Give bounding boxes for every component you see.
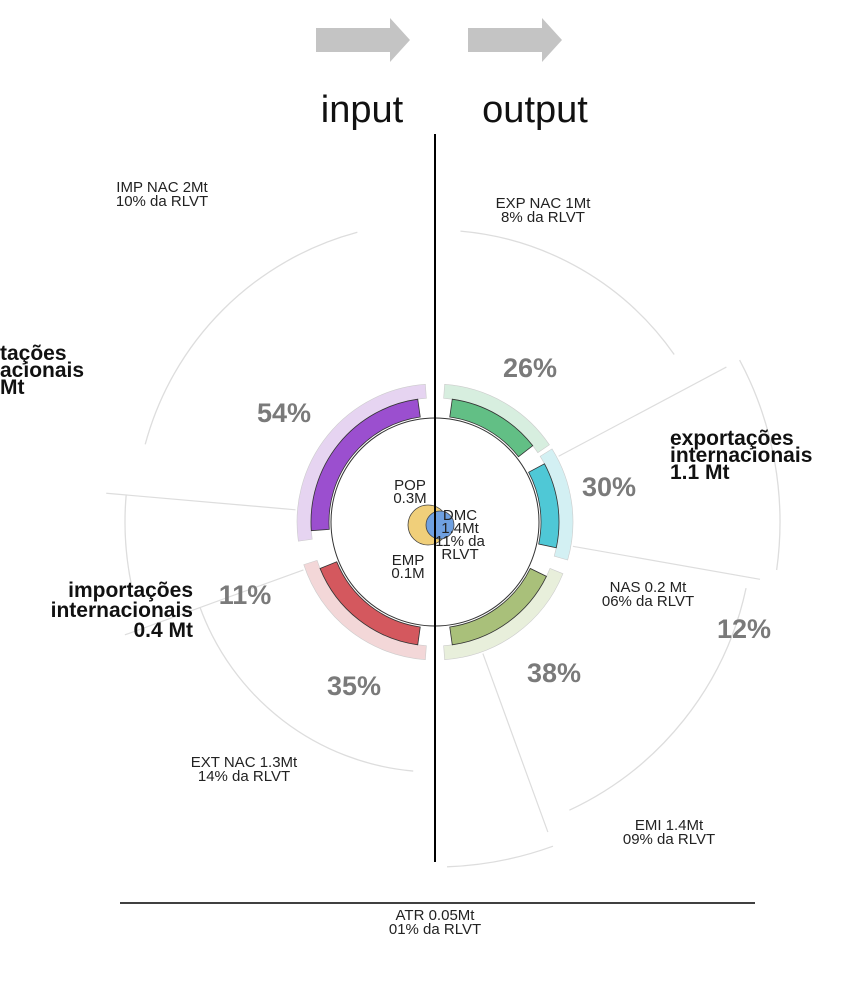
flow-outline (144, 231, 358, 445)
label: IMP NAC 2Mt (116, 179, 208, 196)
flow-outline (124, 494, 133, 587)
label: POP (394, 477, 426, 494)
percentage: 12% (717, 614, 771, 644)
flow-outline (447, 845, 554, 868)
label: Mt (0, 376, 25, 399)
flow-edge (558, 366, 727, 457)
ring-segment (319, 561, 421, 646)
label: 10% da RLVT (116, 193, 208, 210)
percentage: 30% (582, 472, 636, 502)
label: internacionais (51, 599, 193, 622)
label: RLVT (441, 546, 478, 563)
flow-edge (482, 653, 549, 833)
flow-edge (106, 492, 296, 511)
label: importações (68, 579, 193, 602)
flow-outline (460, 230, 675, 355)
label: internacionais (670, 444, 812, 467)
dmc-circle (425, 510, 455, 540)
percentage: 35% (327, 671, 381, 701)
label: EXP NAC 1Mt (496, 195, 592, 212)
label: 09% da RLVT (623, 831, 715, 848)
percentage: 26% (503, 353, 557, 383)
output-arrow (468, 18, 562, 62)
label: tações (0, 342, 67, 365)
label: ATR 0.05Mt (396, 907, 476, 924)
label: 11% da (435, 533, 485, 550)
label: 0.4 Mt (133, 619, 193, 642)
label: 1.1 Mt (670, 461, 730, 484)
shapes (106, 230, 781, 868)
ring-segment (310, 398, 421, 532)
flow-outline (569, 587, 747, 811)
label: 01% da RLVT (389, 921, 481, 938)
percentage: 11% (219, 580, 272, 610)
ring-segment (528, 463, 560, 549)
label: 06% da RLVT (602, 593, 694, 610)
label: 14% da RLVT (198, 768, 290, 785)
label: DMC (443, 507, 477, 524)
output-label: output (482, 89, 588, 131)
label: 0.1M (391, 565, 424, 582)
label: acionais (0, 359, 84, 382)
flow-outline (739, 359, 781, 571)
input-arrow (316, 18, 410, 62)
flow-edge (124, 569, 304, 636)
percentage: 54% (257, 398, 311, 428)
label: EMP (392, 552, 425, 569)
ring-segment (449, 567, 547, 646)
label: EMI 1.4Mt (635, 817, 704, 834)
percentage: 38% (527, 658, 581, 688)
label: 8% da RLVT (501, 209, 585, 226)
ring-segment (449, 398, 534, 458)
flow-edge (572, 545, 761, 580)
label: EXT NAC 1.3Mt (191, 754, 298, 771)
label: 0.3M (393, 490, 426, 507)
label: exportações (670, 427, 794, 450)
flow-outline (199, 607, 414, 772)
input-label: input (321, 89, 404, 131)
label: NAS 0.2 Mt (610, 579, 688, 596)
label: 1.4Mt (441, 520, 479, 537)
